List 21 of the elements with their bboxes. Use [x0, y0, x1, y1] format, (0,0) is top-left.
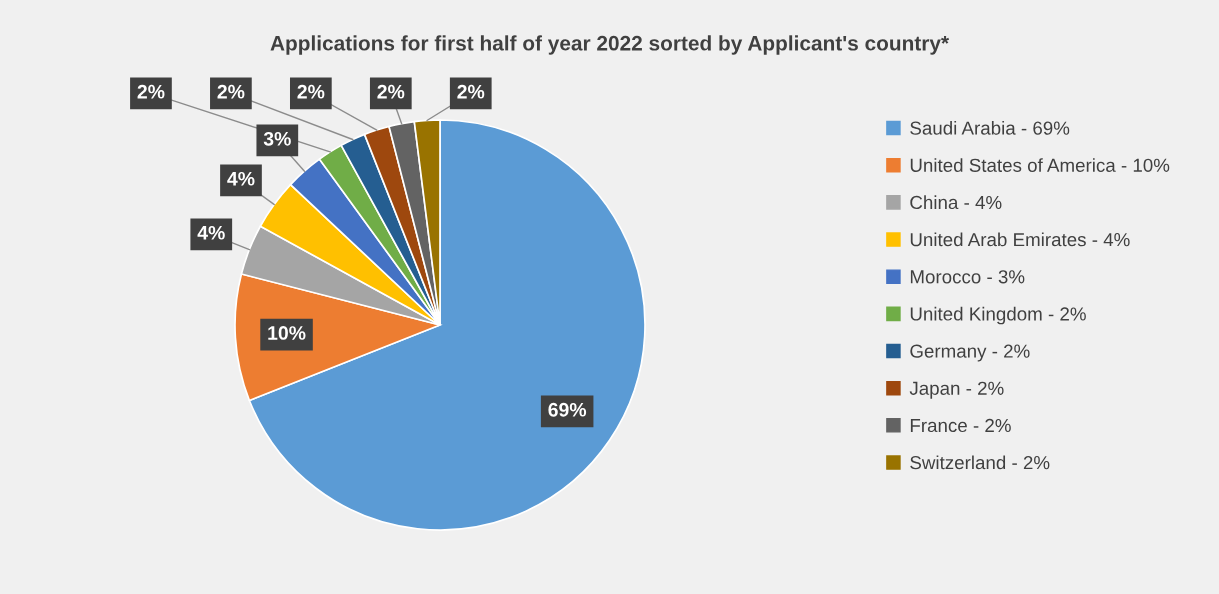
data-label: 2%: [297, 84, 325, 99]
data-label: 3%: [263, 131, 291, 146]
legend-label: China - 4%: [910, 195, 1002, 210]
data-label: 2%: [377, 84, 405, 99]
legend-label: United Arab Emirates - 4%: [910, 232, 1130, 247]
legend-label: Morocco - 3%: [910, 270, 1025, 284]
data-label: 4%: [227, 171, 255, 186]
chart-title: Applications for first half of year 2022 sorted by Applicant's country*: [270, 35, 950, 55]
data-label: 69%: [548, 402, 587, 417]
legend-label: United Kingdom - 2%: [910, 306, 1086, 325]
data-label: 10%: [268, 326, 306, 340]
legend-label: Saudi Arabia - 69%: [910, 121, 1070, 135]
legend-label: Switzerland - 2%: [910, 455, 1050, 470]
data-label: 4%: [197, 225, 225, 240]
data-label: 2%: [457, 84, 485, 99]
legend-label: France - 2%: [910, 418, 1011, 433]
data-label: 2%: [217, 84, 245, 99]
data-label: 2%: [137, 84, 165, 99]
legend-label: United States of America - 10%: [910, 158, 1170, 172]
legend-label: Germany - 2%: [910, 344, 1030, 362]
legend-label: Japan - 2%: [909, 381, 1004, 399]
